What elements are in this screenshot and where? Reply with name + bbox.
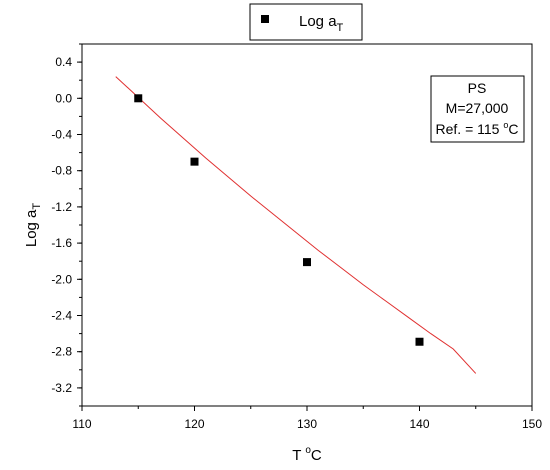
y-tick-label: -1.6 <box>51 236 72 250</box>
y-tick-label: -2.8 <box>51 345 72 359</box>
y-tick-label: -3.2 <box>51 381 72 395</box>
legend-label-sub: T <box>337 22 344 34</box>
legend-marker <box>261 15 269 23</box>
x-tick-label: 140 <box>409 417 429 431</box>
legend-label-main: Log a <box>299 13 337 30</box>
x-tick-label: 120 <box>184 417 204 431</box>
y-tick-label: -2.0 <box>51 272 72 286</box>
data-point <box>303 258 311 267</box>
y-tick-label: 0.4 <box>55 55 72 69</box>
y-axis-title-sub: T <box>31 203 43 210</box>
x-axis-title-sup: o <box>305 445 311 456</box>
x-axis-title: T oC <box>292 445 322 464</box>
annotation-line-3-sup: o <box>503 120 508 130</box>
data-point <box>190 157 199 166</box>
annotation-line-3: Ref. = 115 oC <box>436 120 519 137</box>
x-tick-label: 150 <box>522 417 542 431</box>
y-axis-title-main: Log a <box>23 209 40 247</box>
data-point <box>134 94 143 103</box>
fit-curve <box>115 76 477 374</box>
x-axis-title-tail: C <box>311 447 322 464</box>
legend: Log aT <box>249 3 363 41</box>
annotation-line-1: PS <box>468 80 487 96</box>
legend-label: Log aT <box>299 13 344 34</box>
annotation-box: PS M=27,000 Ref. = 115 oC <box>430 75 525 143</box>
y-tick-label: -0.4 <box>51 128 72 142</box>
y-tick-label: -0.8 <box>51 164 72 178</box>
data-point <box>415 337 424 346</box>
x-tick-label: 110 <box>72 417 91 431</box>
data-markers <box>134 94 424 346</box>
x-tick-label: 130 <box>297 417 317 431</box>
y-tick-label: -1.2 <box>51 200 72 214</box>
x-axis: 110 120 130 140 150 <box>72 406 542 431</box>
y-axis: 0.4 0.0 -0.4 -0.8 -1.2 -1.6 -2.0 -2.4 -2.8 -3.2 <box>51 43 82 407</box>
y-tick-label: -2.4 <box>51 309 72 323</box>
y-tick-label: 0.0 <box>55 91 72 105</box>
annotation-line-3-tail: C <box>508 121 518 137</box>
y-axis-title: Log aT <box>23 203 43 248</box>
x-axis-title-main: T <box>292 447 305 464</box>
annotation-line-3-main: Ref. = 115 <box>436 121 504 137</box>
annotation-frame <box>430 75 525 143</box>
annotation-line-2: M=27,000 <box>446 100 509 116</box>
